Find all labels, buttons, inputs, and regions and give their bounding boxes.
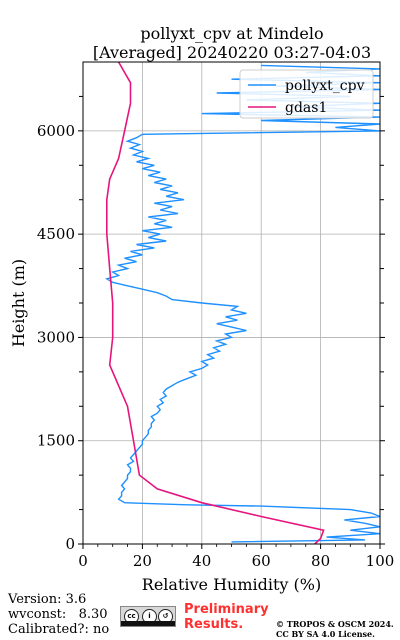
series-line-pollyxt_cpv (105, 64, 381, 543)
calibrated-label: Calibrated?: no (8, 622, 110, 637)
x-tick-label: 40 (192, 552, 211, 570)
version-label: Version: 3.6 (8, 592, 87, 607)
preliminary-line1: Preliminary (184, 602, 269, 617)
series-line-gdas1 (106, 61, 325, 545)
y-tick-label: 3000 (37, 328, 75, 346)
preliminary-line2: Results. (184, 617, 244, 632)
cc-license-badge: cc i ↺ (120, 606, 176, 627)
chart-title-line2: [Averaged] 20240220 03:27-04:03 (92, 43, 372, 62)
y-tick-label: 4500 (37, 225, 75, 243)
x-tick-label: 80 (311, 552, 330, 570)
y-tick-label: 1500 (37, 432, 75, 450)
x-tick-label: 60 (252, 552, 271, 570)
y-axis-label: Height (m) (9, 259, 28, 347)
legend-box (239, 69, 374, 119)
copyright-line2: CC BY SA 4.0 License. (276, 629, 375, 639)
plot-frame (82, 61, 381, 545)
legend-label-pollyxt_cpv: pollyxt_cpv (285, 78, 365, 94)
preliminary-notice: Preliminary Results. (184, 602, 269, 632)
x-tick-label: 20 (133, 552, 152, 570)
wvconst-label: wvconst: 8.30 (8, 607, 108, 622)
x-tick-label: 100 (366, 552, 395, 570)
copyright-notice: © TROPOS & OSCM 2024. CC BY SA 4.0 Licen… (276, 619, 394, 639)
y-tick-label: 6000 (37, 122, 75, 140)
y-tick-label: 0 (65, 535, 75, 553)
legend-label-gdas1: gdas1 (285, 100, 327, 116)
chart-title-line1: pollyxt_cpv at Mindelo (140, 24, 324, 43)
copyright-line1: © TROPOS & OSCM 2024. (276, 619, 394, 629)
x-tick-label: 0 (78, 552, 88, 570)
badge-strip (121, 621, 175, 626)
x-axis-label: Relative Humidity (%) (142, 575, 321, 594)
attribution-icon: i (142, 609, 157, 624)
share-alike-icon: ↺ (158, 609, 173, 624)
